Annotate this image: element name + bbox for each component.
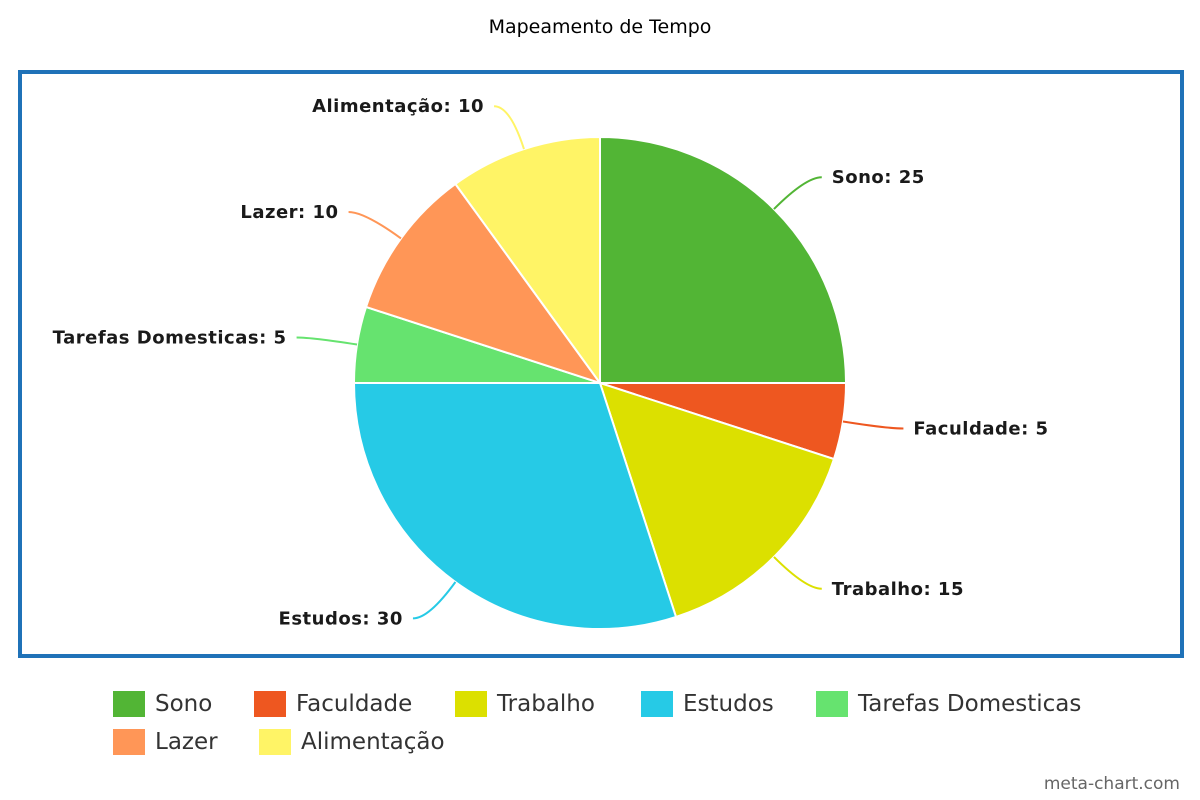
leader-line-alimentacao bbox=[493, 105, 525, 150]
legend-label: Faculdade bbox=[296, 691, 413, 717]
legend-label: Alimentação bbox=[301, 729, 445, 755]
legend-label: Lazer bbox=[155, 729, 218, 755]
legend-swatch bbox=[254, 691, 286, 717]
legend-item-sono[interactable]: Sono bbox=[113, 686, 212, 722]
leader-line-sono bbox=[773, 176, 822, 210]
legend-swatch bbox=[816, 691, 848, 717]
leader-line-trabalho bbox=[773, 556, 822, 590]
leader-line-estudos bbox=[412, 581, 457, 620]
legend-item-tarefas-domesticas[interactable]: Tarefas Domesticas bbox=[816, 686, 1081, 722]
legend-swatch bbox=[641, 691, 673, 717]
slice-label-tarefas-domesticas: Tarefas Domesticas: 5 bbox=[53, 327, 287, 348]
pie-slice-sono[interactable] bbox=[599, 135, 848, 384]
legend-label: Estudos bbox=[683, 691, 774, 717]
legend-item-trabalho[interactable]: Trabalho bbox=[455, 686, 595, 722]
legend: Sono Faculdade Trabalho Estudos Tarefas Dome… bbox=[0, 686, 1200, 756]
slice-label-trabalho: Trabalho: 15 bbox=[832, 579, 964, 600]
legend-label: Sono bbox=[155, 691, 213, 717]
pie-slice-alimentacao[interactable] bbox=[454, 135, 601, 387]
plot-frame: Sono: 25 Faculdade: 5 Trabalho: 15 Estudos:… bbox=[18, 70, 1184, 658]
leader-line-lazer bbox=[348, 210, 402, 240]
legend-label: Trabalho bbox=[497, 691, 595, 717]
legend-swatch bbox=[113, 729, 145, 755]
slice-label-faculdade: Faculdade: 5 bbox=[913, 419, 1048, 440]
slice-label-alimentacao: Alimentação: 10 bbox=[312, 96, 484, 117]
pie-slice-lazer[interactable] bbox=[364, 182, 603, 385]
leader-line-tarefas-domesticas bbox=[296, 336, 358, 346]
legend-item-lazer[interactable]: Lazer bbox=[113, 724, 218, 760]
leader-line-faculdade bbox=[842, 420, 904, 430]
legend-swatch bbox=[455, 691, 487, 717]
legend-item-alimentacao[interactable]: Alimentação bbox=[259, 724, 445, 760]
legend-label: Tarefas Domesticas bbox=[858, 691, 1082, 717]
pie-chart: Sono: 25 Faculdade: 5 Trabalho: 15 Estudos:… bbox=[53, 96, 1048, 630]
legend-swatch bbox=[259, 729, 291, 755]
legend-swatch bbox=[113, 691, 145, 717]
slice-label-lazer: Lazer: 10 bbox=[240, 202, 338, 223]
watermark: meta-chart.com bbox=[1043, 774, 1180, 794]
chart-title: Mapeamento de Tempo bbox=[488, 16, 712, 38]
legend-item-estudos[interactable]: Estudos bbox=[641, 686, 774, 722]
legend-item-faculdade[interactable]: Faculdade bbox=[254, 686, 412, 722]
slice-label-estudos: Estudos: 30 bbox=[279, 608, 403, 629]
slice-label-sono: Sono: 25 bbox=[832, 167, 925, 188]
